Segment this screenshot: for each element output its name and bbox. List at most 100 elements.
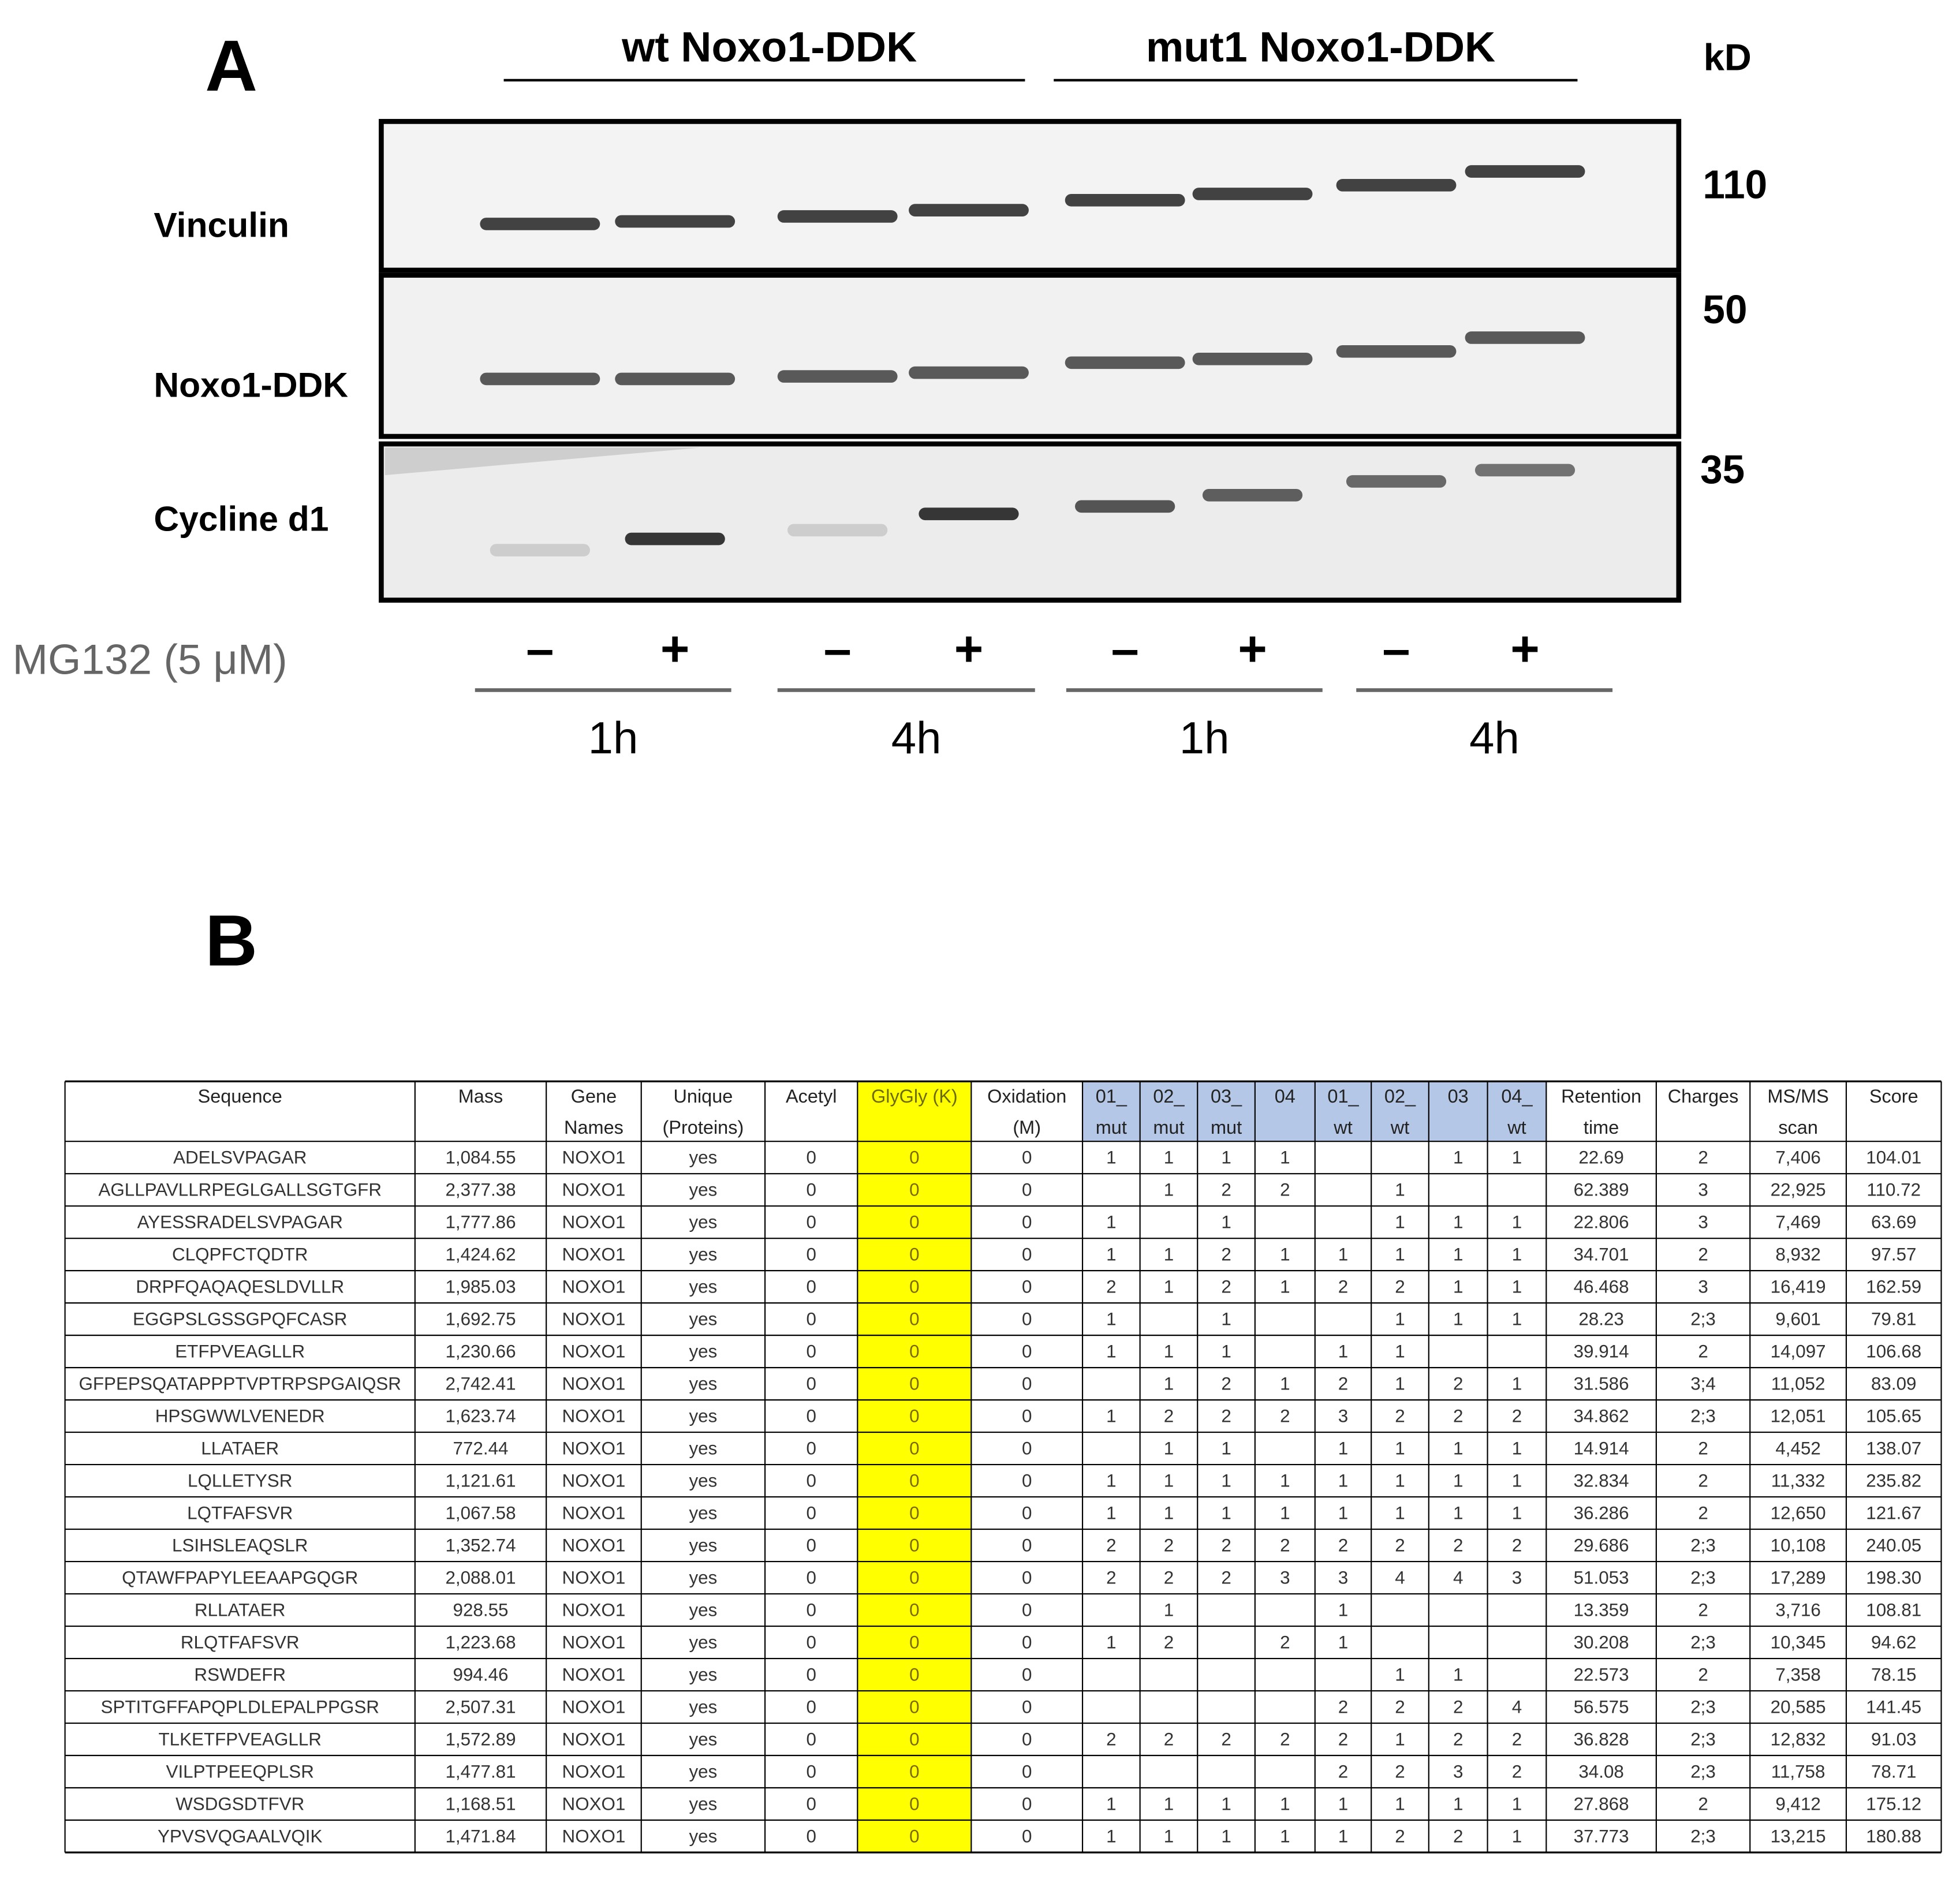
band (777, 210, 898, 223)
cell-text: 3,716 (1775, 1600, 1821, 1620)
cell-text: 2 (1280, 1729, 1290, 1749)
treatment-sign: + (954, 621, 984, 677)
cell-text: 0 (806, 1277, 816, 1297)
cell-text: 2;3 (1690, 1761, 1716, 1781)
band (1065, 193, 1185, 207)
cell-text: 4 (1395, 1568, 1405, 1588)
cell-text: 1 (1395, 1245, 1405, 1265)
header-text: Mass (458, 1086, 503, 1107)
cell-text: 1 (1395, 1212, 1405, 1232)
cell-text: 3 (1698, 1180, 1708, 1200)
cell-text: 2,088.01 (445, 1568, 516, 1588)
header-cell (641, 1081, 766, 1142)
cell-text: NOXO1 (562, 1794, 626, 1814)
cell-text: NOXO1 (562, 1212, 626, 1232)
cell-text: yes (689, 1729, 717, 1749)
cell-text: 1 (1395, 1471, 1405, 1491)
cell-text: CLQPFCTQDTR (172, 1245, 308, 1265)
cell-text: YPVSVQGAALVQIK (158, 1826, 322, 1846)
cell-text: 1 (1512, 1439, 1522, 1459)
cell-text: 36.828 (1574, 1729, 1629, 1749)
header-cell (1197, 1081, 1255, 1142)
band (909, 366, 1029, 379)
cell-text: 2 (1395, 1406, 1405, 1426)
treatment-label: MG132 (5 μM) (13, 635, 288, 683)
cell-text: 1 (1453, 1439, 1463, 1459)
cell-text: 3 (1280, 1568, 1290, 1588)
cell-text: AGLLPAVLLRPEGLGALLSGTGFR (98, 1180, 382, 1200)
cell-text: 1 (1280, 1503, 1290, 1523)
cell-text: 10,345 (1771, 1633, 1826, 1653)
header-cell (1315, 1081, 1372, 1142)
cell-text: 14,097 (1771, 1342, 1826, 1362)
cell-text: 0 (909, 1664, 919, 1684)
marker-label: 35 (1700, 447, 1745, 492)
cell-text: 1 (1453, 1664, 1463, 1684)
cell-text: 9,601 (1775, 1309, 1821, 1329)
header-text: mut (1211, 1117, 1242, 1138)
cell-text: 1 (1453, 1309, 1463, 1329)
cell-text: 9,412 (1775, 1794, 1821, 1814)
cell-text: 1 (1106, 1503, 1116, 1523)
cell-text: 121.67 (1866, 1503, 1921, 1523)
cell-text: 0 (1022, 1826, 1032, 1846)
cell-text: NOXO1 (562, 1536, 626, 1556)
cell-text: 1 (1512, 1374, 1522, 1394)
cell-text: 0 (909, 1406, 919, 1426)
cell-text: 2 (1698, 1794, 1708, 1814)
cell-text: 1 (1221, 1826, 1231, 1846)
cell-text: NOXO1 (562, 1568, 626, 1588)
cell-text: yes (689, 1697, 717, 1717)
cell-text: NOXO1 (562, 1406, 626, 1426)
header-text: Retention (1561, 1086, 1641, 1107)
header-cell (1428, 1081, 1488, 1142)
cell-text: yes (689, 1309, 717, 1329)
cell-text: 2;3 (1690, 1826, 1716, 1846)
cell-text: 1 (1280, 1374, 1290, 1394)
cell-text: 83.09 (1871, 1374, 1917, 1394)
cell-text: NOXO1 (562, 1148, 626, 1168)
cell-text: NOXO1 (562, 1826, 626, 1846)
cell-text: 0 (1022, 1761, 1032, 1781)
cell-text: 1 (1395, 1664, 1405, 1684)
cell-text: 2 (1395, 1277, 1405, 1297)
cell-text: 32.834 (1574, 1471, 1629, 1491)
time-label: 4h (891, 712, 942, 763)
cell-text: 1 (1395, 1309, 1405, 1329)
cell-text: 1 (1512, 1148, 1522, 1168)
cell-text: 1 (1280, 1148, 1290, 1168)
cell-text: 4,452 (1775, 1439, 1821, 1459)
header-cell (1546, 1081, 1656, 1142)
header-cell (1750, 1081, 1846, 1142)
cell-text: 0 (1022, 1503, 1032, 1523)
treatment-sign: – (526, 621, 554, 677)
header-text: time (1584, 1117, 1619, 1138)
cell-text: NOXO1 (562, 1761, 626, 1781)
cell-text: 1 (1395, 1180, 1405, 1200)
row-label: Vinculin (154, 205, 289, 244)
cell-text: 1 (1512, 1503, 1522, 1523)
header-cell (1846, 1081, 1942, 1142)
cell-text: 2;3 (1690, 1697, 1716, 1717)
cell-text: 0 (1022, 1406, 1032, 1426)
cell-text: 56.575 (1574, 1697, 1629, 1717)
cell-text: NOXO1 (562, 1471, 626, 1491)
cell-text: 0 (806, 1212, 816, 1232)
band (919, 507, 1019, 521)
band (490, 544, 590, 556)
cell-text: SPTITGFFAPQPLDLEPALPPGSR (101, 1697, 379, 1717)
header-text: scan (1778, 1117, 1818, 1138)
cell-text: 0 (909, 1633, 919, 1653)
header-text: mut (1153, 1117, 1184, 1138)
cell-text: 2 (1453, 1697, 1463, 1717)
cell-text: 2 (1512, 1761, 1522, 1781)
header-text: Acetyl (786, 1086, 837, 1107)
cell-text: 1 (1395, 1374, 1405, 1394)
cell-text: 1 (1164, 1826, 1174, 1846)
cell-text: 28.23 (1578, 1309, 1624, 1329)
cell-text: yes (689, 1633, 717, 1653)
cell-text: 1 (1164, 1148, 1174, 1168)
cell-text: 1 (1164, 1600, 1174, 1620)
cell-text: yes (689, 1439, 717, 1459)
cell-text: 39.914 (1574, 1342, 1629, 1362)
